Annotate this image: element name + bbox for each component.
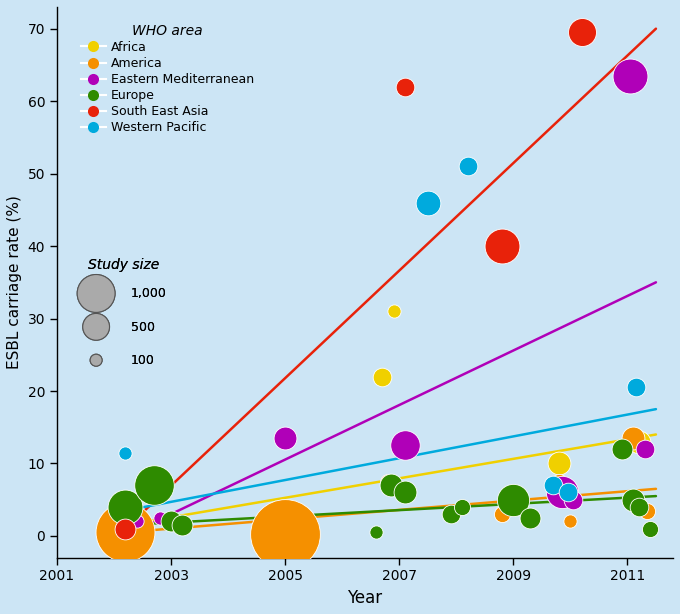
Point (642, 506, 653, 516)
Point (399, 82, 410, 91)
X-axis label: Year: Year (347, 589, 383, 607)
Point (630, 383, 641, 392)
Point (399, 440, 410, 450)
Point (625, 71, 636, 80)
Point (554, 476, 564, 486)
Point (565, 516, 576, 526)
Point (508, 495, 519, 505)
Y-axis label: ESBL carriage rate (%): ESBL carriage rate (%) (7, 195, 22, 369)
Point (577, 28, 588, 37)
Point (633, 502, 644, 512)
Point (177, 520, 188, 530)
Point (371, 527, 382, 537)
Point (377, 371, 388, 381)
Point (496, 509, 507, 519)
Point (645, 524, 656, 534)
Point (120, 502, 131, 512)
Point (445, 509, 456, 519)
Point (166, 516, 177, 526)
Point (639, 444, 650, 454)
Point (496, 241, 507, 251)
Point (562, 488, 573, 497)
Point (120, 524, 131, 534)
Point (422, 198, 433, 208)
Point (554, 459, 564, 468)
Point (525, 513, 536, 523)
Point (148, 480, 159, 490)
Point (120, 499, 131, 508)
Point (616, 444, 627, 454)
Point (382, 476, 393, 486)
Point (456, 502, 467, 512)
Point (279, 433, 290, 443)
Point (120, 527, 131, 537)
Point (548, 480, 559, 490)
Point (633, 437, 644, 446)
Point (628, 495, 639, 505)
Point (131, 516, 142, 526)
Point (279, 529, 290, 538)
Point (462, 161, 473, 171)
Legend: 1,000, 500, 100: 1,000, 500, 100 (75, 253, 171, 377)
Point (399, 488, 410, 497)
Point (628, 433, 639, 443)
Point (556, 488, 567, 497)
Point (388, 306, 399, 316)
Point (120, 448, 131, 457)
Point (386, 480, 396, 490)
Point (154, 513, 165, 523)
Point (568, 495, 579, 505)
